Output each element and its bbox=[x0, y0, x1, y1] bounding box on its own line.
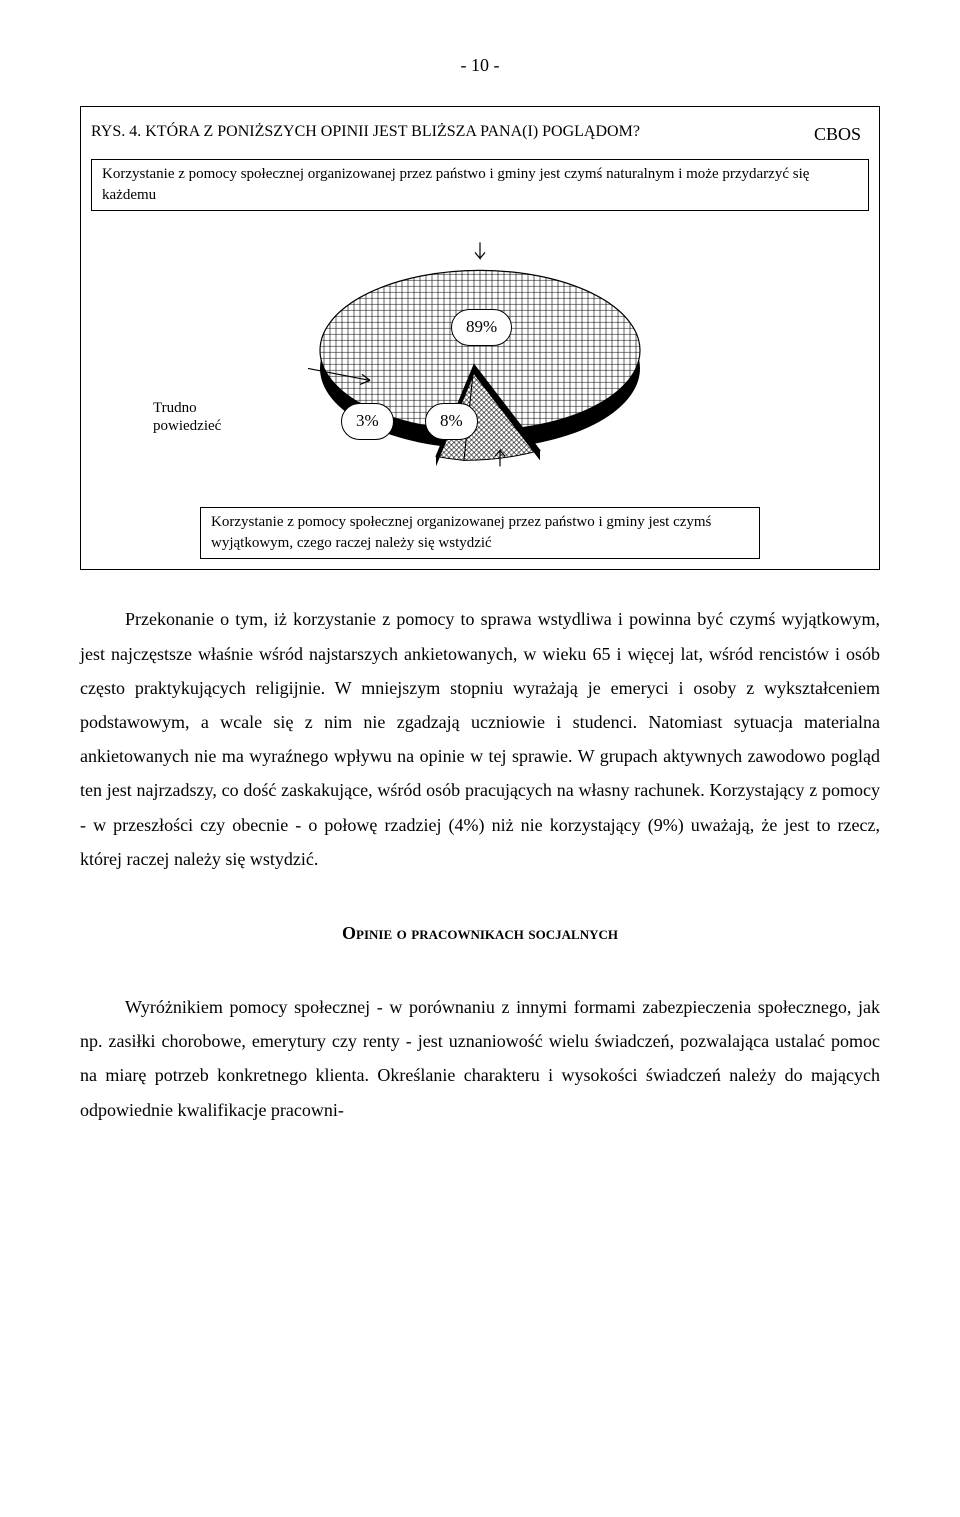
pct-89: 89% bbox=[451, 309, 512, 345]
paragraph-1: Przekonanie o tym, iż korzystanie z pomo… bbox=[80, 602, 880, 876]
side-label: Trudno powiedzieć bbox=[153, 399, 221, 435]
paragraph-2: Wyróżnikiem pomocy społecznej - w porówn… bbox=[80, 990, 880, 1127]
caption-b: Korzystanie z pomocy społecznej organizo… bbox=[200, 507, 760, 559]
section-heading: Opinie o pracownikach socjalnych bbox=[80, 916, 880, 950]
pie-chart: Trudno powiedzieć bbox=[91, 219, 869, 499]
pie-svg-wrap bbox=[300, 239, 660, 480]
figure-box: RYS. 4. KTÓRA Z PONIŻSZYCH OPINII JEST B… bbox=[80, 106, 880, 570]
slice-label-8: 8% bbox=[425, 403, 478, 439]
caption-bottom-wrap: Korzystanie z pomocy społecznej organizo… bbox=[91, 507, 869, 559]
slice-label-89: 89% bbox=[451, 309, 512, 345]
pct-8: 8% bbox=[425, 403, 478, 439]
page-number: - 10 - bbox=[80, 48, 880, 82]
cbos-badge: CBOS bbox=[814, 117, 869, 151]
figure-header: RYS. 4. KTÓRA Z PONIŻSZYCH OPINII JEST B… bbox=[91, 117, 869, 151]
body-text: Przekonanie o tym, iż korzystanie z pomo… bbox=[80, 602, 880, 1126]
slice-label-3: 3% bbox=[341, 403, 394, 439]
caption-a: Korzystanie z pomocy społecznej organizo… bbox=[91, 159, 869, 211]
pct-3: 3% bbox=[341, 403, 394, 439]
caption-top-wrap: Korzystanie z pomocy społecznej organizo… bbox=[91, 159, 869, 211]
figure-title: RYS. 4. KTÓRA Z PONIŻSZYCH OPINII JEST B… bbox=[91, 117, 640, 147]
